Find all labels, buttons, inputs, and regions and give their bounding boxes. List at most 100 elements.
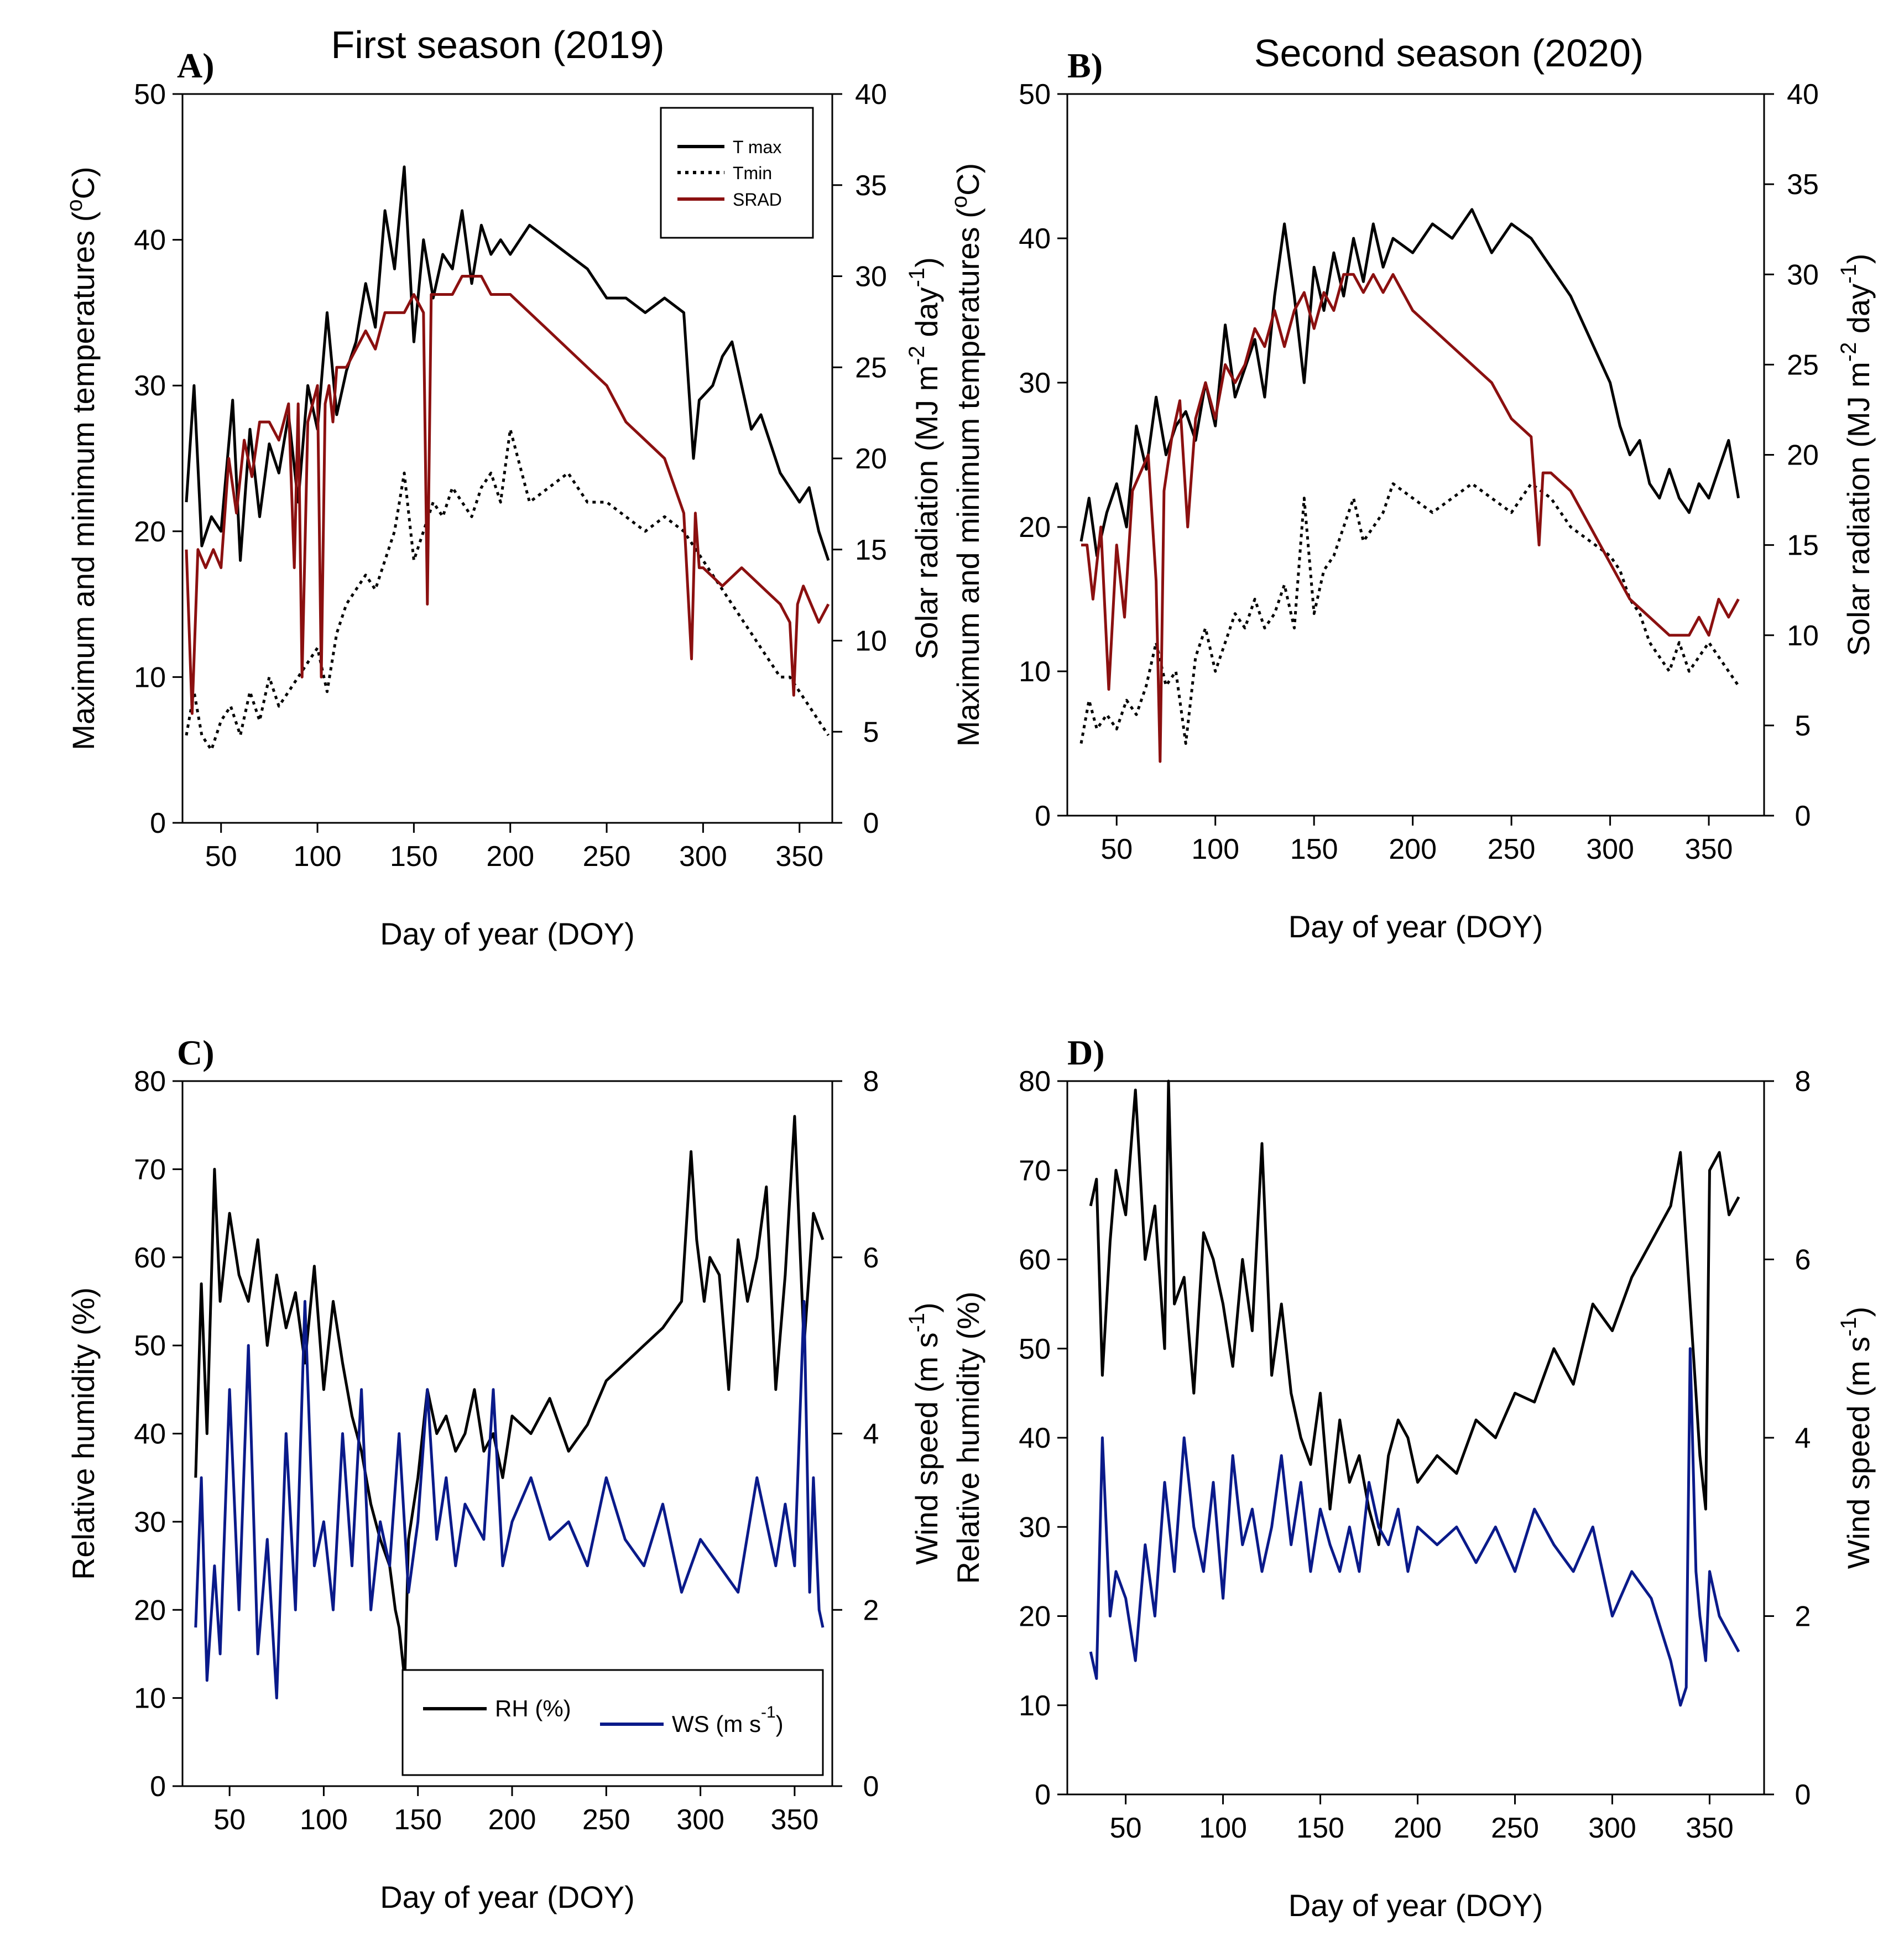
y2-tick-label: 20 <box>1787 440 1819 472</box>
panel-D: 50 100 150 200 250 300 350 0 10 20 30 40 50 60 70 80 0 2 4… <box>951 1033 1876 1923</box>
panel-label: B) <box>1067 46 1103 85</box>
y-tick-label: 50 <box>1019 1333 1051 1365</box>
y-tick-label: 30 <box>134 370 166 402</box>
plot-frame <box>1066 93 1765 817</box>
y-tick-label: 20 <box>134 516 166 548</box>
x-tick-label: 100 <box>294 841 342 873</box>
y2-tick-label: 40 <box>855 79 887 111</box>
y2-tick-label: 4 <box>863 1418 879 1450</box>
x-axis-title: Day of year (DOY) <box>380 1880 635 1914</box>
y-tick-label: 70 <box>134 1154 166 1186</box>
x-tick-label: 100 <box>300 1804 348 1836</box>
x-tick-label: 300 <box>676 1804 724 1836</box>
legend-label: Tmin <box>733 163 772 183</box>
y-tick-label: 10 <box>134 661 166 693</box>
y-tick-label: 10 <box>1019 1690 1051 1722</box>
x-tick-label: 50 <box>1100 833 1133 865</box>
y-tick-label: 50 <box>134 79 166 111</box>
y-axis-title: Maximum and minimum temperatures (oC) <box>947 163 985 747</box>
y-tick-label: 50 <box>134 1330 166 1362</box>
x-tick-label: 50 <box>205 841 237 873</box>
y-tick-label: 10 <box>134 1683 166 1715</box>
y-tick-label: 0 <box>1035 800 1051 832</box>
y2-tick-label: 2 <box>1795 1601 1811 1633</box>
x-tick-label: 150 <box>1296 1812 1344 1844</box>
legend-label: RH (%) <box>495 1695 571 1721</box>
x-tick-label: 200 <box>486 841 534 873</box>
x-tick-label: 350 <box>771 1804 819 1836</box>
y2-tick-label: 4 <box>1795 1422 1811 1454</box>
x-axis-title: Day of year (DOY) <box>1289 1888 1543 1923</box>
x-axis-title: Day of year (DOY) <box>1289 909 1543 944</box>
y-tick-label: 50 <box>1019 79 1051 111</box>
x-tick-label: 50 <box>213 1804 246 1836</box>
x-tick-label: 200 <box>1394 1812 1442 1844</box>
y2-axis-title: Solar radiation (MJ m-2 day-1) <box>1837 254 1876 656</box>
y2-axis-title: Wind speed (m s-1) <box>1837 1307 1876 1569</box>
y2-tick-label: 0 <box>1795 800 1811 832</box>
y-tick-label: 30 <box>1019 1511 1051 1543</box>
y-tick-label: 80 <box>134 1066 166 1098</box>
y2-tick-label: 35 <box>855 170 887 202</box>
y2-tick-label: 5 <box>1795 710 1811 742</box>
y-tick-label: 0 <box>1035 1779 1051 1811</box>
y2-tick-label: 20 <box>855 443 887 475</box>
y2-tick-label: 15 <box>855 534 887 566</box>
y2-tick-label: 0 <box>1795 1779 1811 1811</box>
legend-label: WS (m s-1) <box>672 1703 784 1737</box>
y-tick-label: 40 <box>1019 1422 1051 1454</box>
y2-tick-label: 6 <box>863 1242 879 1274</box>
y2-tick-label: 2 <box>863 1594 879 1626</box>
x-tick-label: 250 <box>1488 833 1536 865</box>
x-tick-label: 50 <box>1110 1812 1142 1844</box>
y-axis-title: Maximum and minimum temperatures (oC) <box>62 166 101 750</box>
y2-axis-title: Wind speed (m s-1) <box>905 1302 944 1564</box>
y2-tick-label: 10 <box>1787 620 1819 652</box>
y2-tick-label: 10 <box>855 625 887 657</box>
panel-C: 50 100 150 200 250 300 350 0 10 20 30 40 50 60 70 80 0 2 4… <box>66 1033 944 1914</box>
panel-B: 50 100 150 200 250 300 350 0 10 20 30 40 50 0 5 10 15 20 2… <box>947 32 1876 944</box>
panel-A: 50 100 150 200 250 300 350 0 10 20 30 40 50 0 5 10 15 20 2… <box>62 23 944 951</box>
series-rh <box>194 1115 825 1682</box>
y-tick-label: 40 <box>134 225 166 257</box>
x-tick-label: 250 <box>1491 1812 1539 1844</box>
panel-label: A) <box>177 46 215 85</box>
y-tick-label: 40 <box>134 1418 166 1450</box>
y-tick-label: 0 <box>150 1771 166 1803</box>
series-ws <box>194 1300 825 1700</box>
y-tick-label: 0 <box>150 807 166 839</box>
y2-tick-label: 8 <box>1795 1066 1811 1098</box>
x-tick-label: 350 <box>1686 1812 1734 1844</box>
y-tick-label: 10 <box>1019 656 1051 688</box>
y2-tick-label: 15 <box>1787 530 1819 562</box>
x-tick-label: 100 <box>1191 833 1239 865</box>
y2-tick-label: 25 <box>1787 349 1819 381</box>
x-tick-label: 350 <box>1685 833 1733 865</box>
x-tick-label: 100 <box>1199 1812 1247 1844</box>
y-tick-label: 20 <box>134 1594 166 1626</box>
panel-label: D) <box>1067 1033 1105 1072</box>
x-tick-label: 150 <box>1290 833 1338 865</box>
y-tick-label: 70 <box>1019 1155 1051 1187</box>
y-tick-label: 80 <box>1019 1066 1051 1098</box>
x-tick-label: 200 <box>1389 833 1437 865</box>
y2-tick-label: 0 <box>863 807 879 839</box>
y2-tick-label: 30 <box>1787 259 1819 291</box>
legend-label: T max <box>733 137 781 157</box>
panel-label: C) <box>177 1033 215 1072</box>
x-tick-label: 200 <box>488 1804 536 1836</box>
y2-tick-label: 35 <box>1787 169 1819 201</box>
y2-tick-label: 25 <box>855 352 887 384</box>
x-tick-label: 300 <box>1588 1812 1636 1844</box>
y2-tick-label: 6 <box>1795 1244 1811 1276</box>
series-tmin <box>185 427 830 752</box>
x-tick-label: 250 <box>582 1804 630 1836</box>
series-t-max <box>185 165 830 562</box>
series-srad <box>1081 273 1740 763</box>
series-srad <box>185 275 830 715</box>
y-tick-label: 30 <box>134 1506 166 1538</box>
series-tmin <box>1079 482 1740 745</box>
series-rh <box>1089 1079 1740 1546</box>
series-t-max <box>1079 208 1740 557</box>
x-tick-label: 300 <box>679 841 727 873</box>
